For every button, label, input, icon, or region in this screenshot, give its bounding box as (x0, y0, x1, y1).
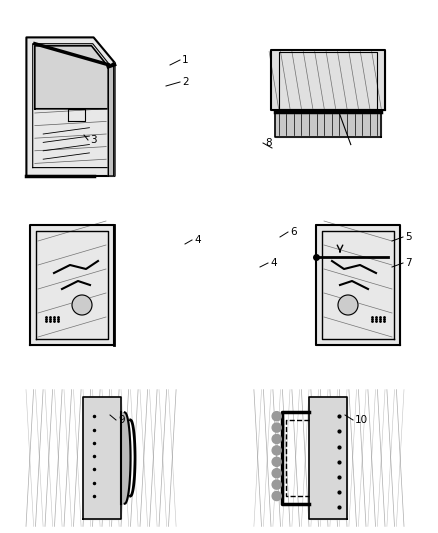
Polygon shape (26, 37, 115, 176)
Polygon shape (108, 62, 114, 176)
Text: 10: 10 (355, 415, 368, 425)
Polygon shape (309, 397, 347, 519)
Text: 9: 9 (118, 415, 125, 425)
Text: 2: 2 (182, 77, 189, 87)
Circle shape (272, 480, 281, 489)
Text: 4: 4 (270, 258, 277, 268)
Polygon shape (271, 50, 385, 110)
Circle shape (272, 446, 281, 455)
Text: 1: 1 (182, 55, 189, 65)
Polygon shape (83, 397, 121, 519)
Text: 7: 7 (405, 258, 412, 268)
Circle shape (272, 469, 281, 478)
Circle shape (272, 411, 281, 421)
Circle shape (272, 434, 281, 443)
Text: 4: 4 (194, 235, 201, 245)
Circle shape (272, 491, 281, 500)
Text: 8: 8 (265, 138, 272, 148)
Polygon shape (275, 112, 381, 137)
Polygon shape (30, 225, 114, 345)
Polygon shape (35, 46, 108, 109)
Text: 6: 6 (290, 227, 297, 237)
Polygon shape (316, 225, 400, 345)
Text: 5: 5 (405, 232, 412, 242)
Text: 3: 3 (90, 135, 97, 145)
Circle shape (338, 295, 358, 315)
Circle shape (272, 423, 281, 432)
Circle shape (272, 457, 281, 466)
Circle shape (72, 295, 92, 315)
